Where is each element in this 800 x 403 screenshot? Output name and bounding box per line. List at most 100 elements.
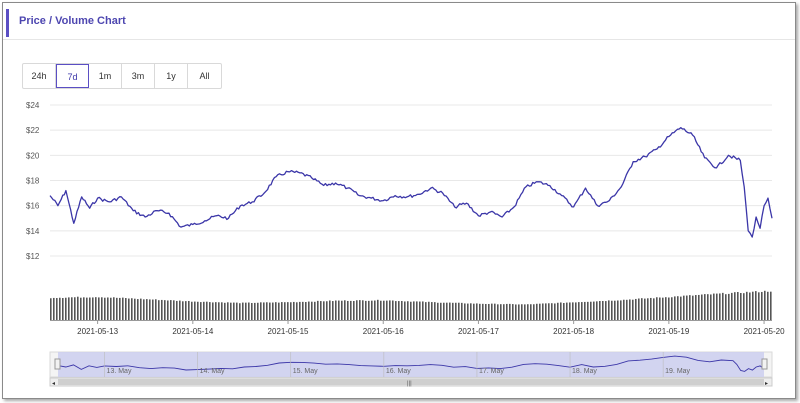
volume-bar — [521, 304, 523, 320]
card-header: Price / Volume Chart — [3, 3, 795, 40]
volume-bar — [395, 301, 397, 320]
volume-bar — [551, 303, 553, 320]
volume-bar — [248, 302, 250, 320]
volume-bar — [575, 302, 577, 320]
chart-title: Price / Volume Chart — [19, 15, 126, 27]
volume-bar — [347, 300, 349, 320]
scroll-right-arrow-icon[interactable]: ▸ — [765, 381, 768, 387]
volume-bar — [677, 296, 679, 320]
volume-bar — [137, 299, 139, 320]
navigator-selection — [58, 352, 764, 377]
volume-bar — [668, 297, 670, 320]
volume-bar — [431, 302, 433, 320]
volume-bar — [515, 304, 517, 320]
volume-bar — [383, 300, 385, 320]
volume-bar — [197, 301, 199, 320]
volume-bar — [623, 299, 625, 320]
volume-bar — [404, 301, 406, 320]
volume-bar — [350, 300, 352, 320]
volume-bar — [650, 297, 652, 320]
volume-bar — [704, 294, 706, 320]
volume-bar — [527, 304, 529, 320]
range-all-button[interactable]: All — [199, 71, 210, 81]
volume-bar — [296, 302, 298, 320]
volume-bar — [503, 304, 505, 320]
range-3m-button[interactable]: 3m — [122, 64, 155, 88]
volume-bar — [293, 301, 295, 320]
y-tick-label: $24 — [26, 101, 40, 110]
range-1m-button[interactable]: 1m — [89, 64, 122, 88]
volume-bar — [707, 294, 709, 320]
volume-bar — [374, 300, 376, 320]
volume-bar — [641, 298, 643, 320]
volume-bar — [341, 300, 343, 320]
volume-bar — [728, 293, 730, 320]
volume-bar — [680, 296, 682, 320]
volume-bar — [422, 301, 424, 320]
volume-bar — [191, 301, 193, 320]
range-1y-button[interactable]: 1y — [155, 64, 188, 88]
volume-bar — [731, 292, 733, 320]
volume-bar — [95, 297, 97, 320]
volume-bar — [455, 302, 457, 320]
volume-bar — [116, 297, 118, 320]
volume-bar — [290, 302, 292, 320]
volume-bar — [734, 292, 736, 320]
navigator-left-handle[interactable] — [54, 358, 61, 370]
volume-bar — [554, 303, 556, 320]
scrollbar-thumb[interactable] — [58, 379, 764, 385]
volume-bar — [65, 297, 67, 320]
volume-bar — [506, 303, 508, 320]
volume-bar — [260, 302, 262, 320]
volume-bar — [326, 301, 328, 320]
scrollbar-grip-icon: ||| — [407, 381, 412, 387]
volume-bar — [89, 297, 91, 320]
volume-bar — [671, 297, 673, 320]
volume-bar — [767, 291, 769, 320]
scroll-left-arrow-icon[interactable]: ◂ — [52, 381, 55, 387]
volume-bar — [737, 292, 739, 320]
volume-bar — [161, 299, 163, 320]
volume-bar — [203, 301, 205, 320]
volume-bar — [644, 298, 646, 320]
volume-bar — [638, 298, 640, 320]
volume-bar — [452, 302, 454, 320]
volume-bar — [185, 301, 187, 320]
volume-bar — [647, 298, 649, 320]
volume-bar — [701, 294, 703, 320]
volume-bar — [389, 300, 391, 320]
navigator-right-handle[interactable] — [761, 358, 768, 370]
navigator-label: 17. May — [479, 368, 504, 375]
chart-card: Price / Volume Chart 24h 7d 1m 3m 1y All — [2, 2, 796, 399]
navigator-label: 13. May — [107, 368, 132, 375]
x-tick-label: 2021-05-17 — [458, 327, 499, 336]
volume-bar — [332, 301, 334, 320]
volume-bar — [596, 301, 598, 320]
range-7d-button[interactable]: 7d — [56, 64, 89, 88]
volume-bar — [152, 299, 154, 320]
volume-bar — [176, 300, 178, 320]
volume-bar — [371, 300, 373, 320]
range-24h-button[interactable]: 24h — [23, 64, 56, 88]
volume-bar — [743, 293, 745, 320]
volume-bar — [266, 302, 268, 320]
volume-bar — [518, 304, 520, 320]
volume-bar — [419, 301, 421, 320]
volume-bar — [401, 300, 403, 320]
volume-bar — [194, 301, 196, 320]
volume-bar — [713, 293, 715, 320]
volume-bar — [134, 298, 136, 320]
volume-bar — [491, 303, 493, 320]
volume-bar — [479, 303, 481, 320]
volume-bar — [245, 302, 247, 320]
volume-bar — [71, 297, 73, 320]
volume-bar — [314, 301, 316, 320]
navigator[interactable]: 13. May 14. May 15. May 16. May 17. May 18. M… — [49, 351, 773, 387]
volume-bar — [563, 302, 565, 320]
volume-bar — [440, 302, 442, 320]
volume-bar — [437, 302, 439, 320]
volume-bar — [635, 298, 637, 320]
volume-bar — [686, 295, 688, 320]
volume-bar — [77, 296, 79, 320]
